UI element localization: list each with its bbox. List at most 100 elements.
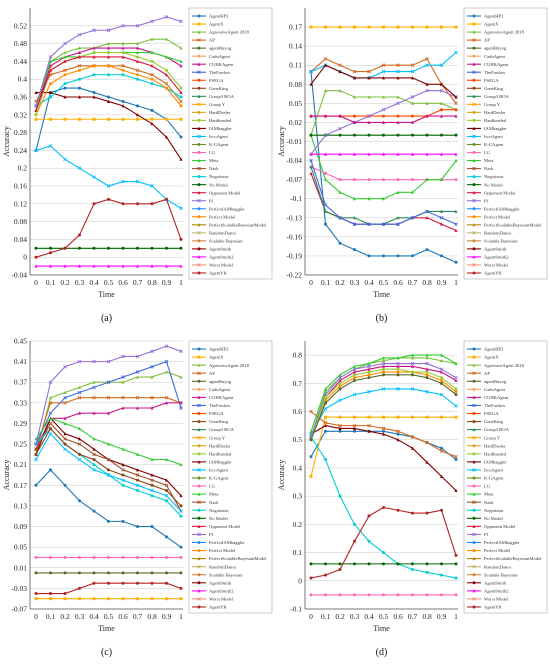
data-point [150,488,154,493]
series-lg [309,165,458,182]
series-line [310,173,457,232]
legend-swatch-marker [197,597,201,601]
legend-swatch-marker [197,190,201,195]
y-tick-label: 0.24 [14,146,27,155]
x-tick-label: 0.2 [60,278,70,287]
data-point [179,493,183,498]
data-point [454,178,458,182]
data-point [309,133,313,137]
legend-label: Worst Model [484,263,509,268]
y-tick-label: 0.14 [289,42,302,51]
data-point [338,378,342,382]
data-point [136,113,139,117]
series-negotiator [309,435,458,580]
data-point [425,114,429,118]
data-point [63,364,67,369]
data-point [136,117,139,121]
data-point [353,215,356,220]
data-point [136,581,139,585]
y-tick-label: 0.08 [14,217,27,226]
data-point [425,25,429,29]
legend: AgentHP2 AgentX AgressiveAgent 2018 AP agent… [463,7,548,280]
legend-swatch-marker [197,516,201,520]
legend-swatch-marker [197,151,201,155]
legend-item: K-GAgent [467,476,504,481]
data-point [63,41,67,46]
legend-item: FSEGA [467,411,499,416]
data-point [165,246,168,250]
data-point [49,597,52,601]
data-point [179,555,183,559]
data-point [367,373,371,377]
data-point [425,593,429,597]
data-point [324,429,327,433]
chart-panel-c: -0.07 -0.03 0.01 0.05 0.09 0.13 0.17 0.21 0.25 0.… [0,333,275,667]
legend-label: HardDealer [209,443,231,448]
legend-label: IscoAgent [484,134,504,139]
legend-swatch-marker [197,387,201,391]
data-point [382,593,385,597]
data-point [338,114,342,118]
legend-label: AgentYK [484,605,503,610]
data-point [411,254,414,258]
legend-item: FSEGA [192,411,224,416]
series-lg [34,555,183,559]
legend-item: Worst Model [467,597,509,602]
legend-swatch-marker [472,363,476,367]
data-point [150,473,154,477]
data-point [107,197,110,201]
legend-item: AgentX [467,22,499,27]
data-point [106,473,111,477]
x-tick-label: 0.1 [321,278,331,287]
data-point [353,593,356,597]
legend-label: Nash [484,500,494,505]
data-point [121,68,125,72]
legend-item: PerfectScalableBayesianModel [467,556,542,561]
legend-label: TheFawkes [484,403,505,408]
legend-swatch-marker [197,175,201,179]
legend-swatch-marker [472,412,476,416]
data-point [78,452,81,456]
legend-label: Scalable Bayesian [484,572,518,577]
series-iscoagent [34,144,183,211]
data-point [63,447,67,452]
series-agentyk [34,197,183,259]
data-point [411,446,414,450]
data-point [353,562,356,566]
legend-label: Meta [209,492,218,497]
data-point [439,449,444,453]
data-point [121,41,125,46]
data-point [121,64,125,68]
data-point [77,359,82,364]
data-point [324,114,327,118]
y-tick-label: 0.2 [293,520,303,529]
data-point [165,535,168,539]
series-thefawkes [309,158,458,226]
data-point [411,415,414,419]
legend-swatch-marker [472,46,476,50]
data-point [324,387,327,391]
data-point [121,375,125,379]
x-tick-label: 0.8 [422,278,432,287]
data-point [454,260,458,264]
legend-item: Scalable Bayesian [467,572,518,577]
legend-item: RandomDance [467,564,511,569]
data-point [48,411,53,415]
data-point [425,460,429,464]
legend-item: Perfect Model [192,548,236,553]
data-point [121,99,125,103]
data-point [78,597,81,601]
panel-label: (c) [101,647,112,658]
data-point [382,415,385,419]
data-point [353,376,356,380]
legend-swatch-marker [197,126,201,130]
data-point [34,113,38,117]
legend-swatch-marker [197,38,201,42]
data-point [165,571,168,575]
data-point [179,514,183,518]
data-point [165,55,168,59]
legend-label: Nash [484,166,494,171]
data-point [63,401,67,405]
legend-label: AgentSmith2 [209,255,234,260]
legend-item: Nash [192,166,219,171]
